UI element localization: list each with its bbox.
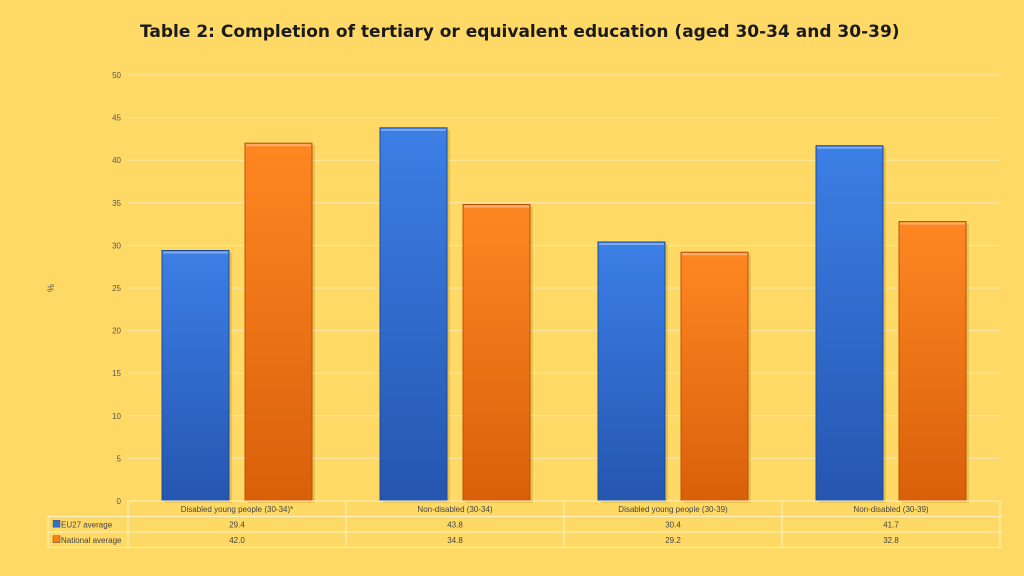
y-axis-ticks: 0 5 10 15 20 25 30 35 40 45 50 [112, 71, 121, 506]
y-tick-label: 20 [112, 327, 121, 336]
bar-highlight [817, 146, 882, 149]
bar-national-4 [898, 221, 967, 502]
y-tick-label: 45 [112, 114, 121, 123]
y-tick-label: 5 [117, 454, 122, 463]
data-label: 30.4 [665, 520, 681, 529]
y-tick-label: 50 [112, 71, 121, 80]
data-label: 42.0 [229, 536, 245, 545]
y-axis-title: % [46, 284, 56, 292]
data-label: 32.8 [883, 536, 899, 545]
category-label: Disabled young people (30-34)* [181, 505, 294, 514]
y-tick-label: 30 [112, 241, 121, 250]
bar-highlight [163, 251, 228, 254]
category-label: Non-disabled (30-34) [417, 505, 492, 514]
bar-national-3 [680, 251, 749, 502]
bar-eu27-1 [161, 250, 230, 502]
bar-highlight [246, 144, 311, 147]
y-tick-label: 25 [112, 284, 121, 293]
legend-label: National average [61, 536, 122, 545]
bar-eu27-4 [815, 145, 884, 502]
bars [161, 127, 969, 503]
data-label: 29.2 [665, 536, 681, 545]
bar-national-1 [244, 142, 313, 502]
chart-title: Table 2: Completion of tertiary or equiv… [140, 22, 900, 42]
y-tick-label: 10 [112, 412, 121, 421]
category-label: Disabled young people (30-39) [618, 505, 728, 514]
legend-label: EU27 average [61, 520, 113, 529]
bar-eu27-3 [597, 241, 666, 502]
bar-eu27-2 [379, 127, 448, 502]
bar-highlight [900, 222, 965, 225]
legend-key-national [52, 535, 61, 543]
data-label: 34.8 [447, 536, 463, 545]
y-tick-label: 0 [117, 497, 122, 506]
data-label: 29.4 [229, 520, 245, 529]
bar-highlight [464, 205, 529, 208]
data-label: 43.8 [447, 520, 463, 529]
bar-national-2 [462, 204, 531, 502]
y-tick-label: 15 [112, 369, 121, 378]
y-tick-label: 40 [112, 156, 121, 165]
legend-key-eu27 [52, 520, 61, 528]
bar-highlight [682, 253, 747, 256]
data-table: Disabled young people (30-34)* Non-disabl… [47, 500, 1002, 548]
y-tick-label: 35 [112, 199, 121, 208]
data-label: 41.7 [883, 520, 899, 529]
bar-highlight [381, 128, 446, 131]
category-label: Non-disabled (30-39) [853, 505, 928, 514]
bar-highlight [599, 242, 664, 245]
